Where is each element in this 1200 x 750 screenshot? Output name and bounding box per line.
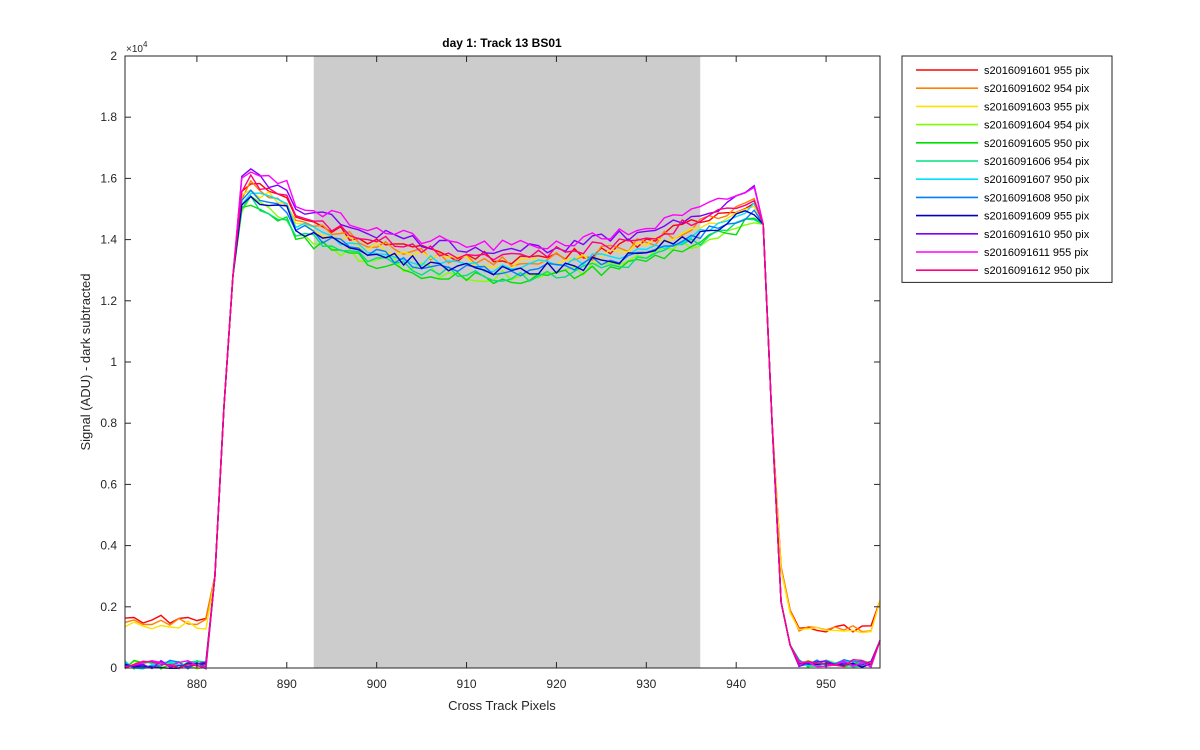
chart-title: day 1: Track 13 BS01: [442, 36, 562, 50]
svg-text:×104: ×104: [126, 40, 148, 55]
x-tick-label: 930: [636, 677, 656, 691]
x-tick-label: 880: [187, 677, 207, 691]
legend-label-3: s2016091603 955 pix: [984, 101, 1090, 113]
legend-label-2: s2016091602 954 pix: [984, 83, 1090, 95]
legend: s2016091601 955 pix s2016091602 954 pix s2…: [901, 55, 1113, 283]
series-line-10: [125, 168, 881, 670]
legend-label-7: s2016091607 950 pix: [984, 174, 1090, 186]
y-tick-label: 0: [110, 661, 117, 675]
series-line-11: [124, 171, 881, 670]
y-tick-label: 1.2: [100, 294, 117, 308]
legend-label-11: s2016091611 955 pix: [984, 247, 1089, 259]
legend-label-6: s2016091606 954 pix: [984, 156, 1090, 168]
x-tick-label: 900: [367, 677, 387, 691]
legend-label-9: s2016091609 955 pix: [984, 211, 1090, 223]
x-tick-label: 910: [457, 677, 477, 691]
legend-label-5: s2016091605 950 pix: [984, 138, 1090, 150]
legend-box: [901, 55, 1113, 283]
series-line-7: [124, 192, 881, 671]
y-tick-label: 1.4: [100, 233, 117, 247]
y-axis-label: Signal (ADU) - dark subtracted: [78, 273, 93, 450]
legend-label-10: s2016091610 950 pix: [984, 229, 1090, 241]
legend-label-8: s2016091608 950 pix: [984, 192, 1090, 204]
y-tick-label: 1: [110, 355, 117, 369]
y-tick-label: 2: [110, 49, 117, 63]
y-exponent-label: ×104: [126, 40, 148, 55]
series-line-2: [124, 179, 881, 633]
x-axis-label: Cross Track Pixels: [448, 698, 556, 713]
y-tick-label: 0.6: [100, 477, 117, 491]
x-tick-label: 920: [546, 677, 566, 691]
x-tick-label: 890: [277, 677, 297, 691]
y-tick-label: 0.8: [100, 416, 117, 430]
legend-label-12: s2016091612 950 pix: [984, 265, 1090, 277]
x-tick-label: 940: [726, 677, 746, 691]
series-line-5: [124, 204, 881, 670]
y-tick-label: 1.6: [100, 171, 117, 185]
y-tick-label: 0.4: [100, 539, 117, 553]
y-tick-label: 0.2: [100, 600, 117, 614]
series-line-9: [124, 195, 881, 669]
y-tick-label: 1.8: [100, 110, 117, 124]
x-tick-label: 950: [816, 677, 836, 691]
legend-label-1: s2016091601 955 pix: [984, 65, 1090, 77]
shaded-region: [313, 56, 701, 668]
series-line-12: [124, 173, 881, 670]
series-line-8: [124, 189, 881, 670]
legend-label-4: s2016091604 954 pix: [984, 120, 1090, 132]
